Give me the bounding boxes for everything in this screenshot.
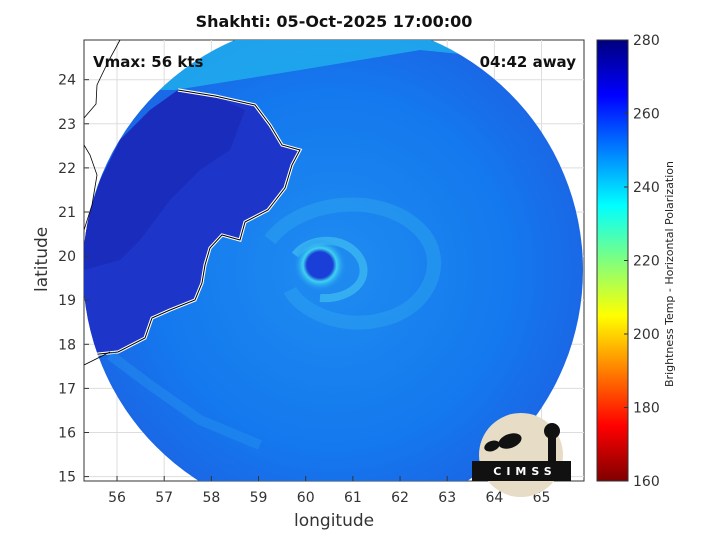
cimss-logo <box>472 413 571 497</box>
coastline-southwest <box>84 351 111 366</box>
logo-tower-tank <box>544 423 560 439</box>
x-tick-label: 64 <box>485 490 503 506</box>
y-tick-label: 22 <box>58 161 76 177</box>
colorbar-ticks: 160 180 200 220 240 260 280 <box>624 33 660 490</box>
y-tick-label: 24 <box>58 73 76 89</box>
x-tick-label: 65 <box>533 490 551 506</box>
x-tick-label: 56 <box>108 490 126 506</box>
colorbar-tick-label: 220 <box>633 254 660 270</box>
y-tick-label: 18 <box>58 337 76 353</box>
x-axis: 56 57 58 59 60 61 62 63 64 65 <box>108 476 550 506</box>
x-tick-label: 59 <box>250 490 268 506</box>
y-tick-label: 19 <box>58 293 76 309</box>
y-axis-label: latitude <box>32 226 52 292</box>
y-axis: 15 16 17 18 19 20 21 22 23 24 <box>58 73 89 486</box>
colorbar-label: Brightness Temp - Horizontal Polarizatio… <box>663 161 676 387</box>
cloud-band-outer <box>264 197 442 330</box>
x-tick-label: 58 <box>202 490 220 506</box>
logo-text: CIMSS <box>493 465 557 478</box>
colorbar-tick-label: 160 <box>633 474 660 490</box>
x-tick-label: 60 <box>297 490 315 506</box>
y-tick-label: 17 <box>58 381 76 397</box>
colorbar-tick-label: 200 <box>633 327 660 343</box>
logo-dish-small <box>484 440 500 452</box>
time-away-label: 04:42 away <box>479 53 576 71</box>
vmax-label: Vmax: 56 kts <box>93 53 204 71</box>
logo-dish <box>498 433 522 449</box>
x-axis-label: longitude <box>294 511 375 531</box>
colorbar-tick-label: 260 <box>633 107 660 123</box>
y-tick-label: 20 <box>58 249 76 265</box>
y-tick-label: 15 <box>58 470 76 486</box>
y-tick-label: 16 <box>58 425 76 441</box>
y-tick-label: 23 <box>58 117 76 133</box>
coastline-outside-swath <box>84 40 121 231</box>
colorbar <box>596 39 629 482</box>
cyclone-eye <box>293 238 346 291</box>
logo-bar <box>472 461 571 481</box>
x-tick-label: 61 <box>344 490 362 506</box>
x-tick-label: 57 <box>155 490 173 506</box>
colorbar-tick-label: 240 <box>633 180 660 196</box>
land-dark-interior <box>84 90 245 270</box>
swath-south-texture <box>107 351 262 450</box>
swath-north-band <box>84 40 583 120</box>
logo-tower <box>548 432 556 462</box>
colorbar-tick-label: 180 <box>633 401 660 417</box>
x-tick-label: 62 <box>391 490 409 506</box>
x-tick-label: 63 <box>438 490 456 506</box>
y-tick-label: 21 <box>58 205 76 221</box>
colorbar-tick-label: 280 <box>633 33 660 49</box>
coastline <box>89 89 301 356</box>
plot-title: Shakhti: 05-Oct-2025 17:00:00 <box>195 12 473 31</box>
